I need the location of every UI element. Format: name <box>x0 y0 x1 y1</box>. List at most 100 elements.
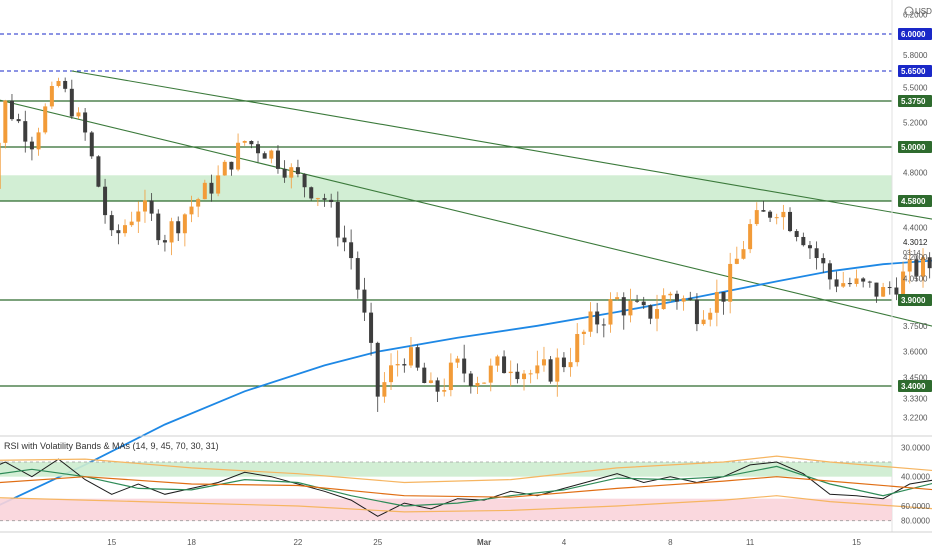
candle-body <box>528 373 533 375</box>
candle-body <box>408 347 413 366</box>
rsi-series-4 <box>0 495 932 513</box>
candle-body <box>615 297 620 300</box>
candle-body <box>76 112 81 117</box>
time-axis[interactable]: 15 18 22 25 Mar 4 8 11 15 <box>0 531 932 547</box>
candle-body <box>83 112 88 133</box>
candle-body <box>309 187 314 199</box>
candle-body <box>282 168 287 178</box>
candle-body <box>109 215 114 231</box>
level-tag-label: 6.0000 <box>901 30 926 39</box>
candle-body <box>788 211 793 232</box>
price-axis[interactable]: 3.2200 3.3300 3.4500 3.6000 3.7500 4.0500 4.20… <box>898 11 932 423</box>
candle-body <box>229 161 234 170</box>
candle-body <box>635 300 640 302</box>
time-tick-label: 15 <box>107 538 116 547</box>
candle-body <box>56 80 61 87</box>
candle-body <box>256 144 261 154</box>
candle-body <box>468 373 473 386</box>
candle-body <box>495 356 500 366</box>
candle-body <box>748 224 753 250</box>
candle-body <box>588 311 593 332</box>
candle-body <box>548 359 553 382</box>
price-tick-label: 5.8000 <box>903 51 928 60</box>
candle-body <box>515 371 520 380</box>
candle-body <box>794 231 799 237</box>
level-tag <box>898 195 932 207</box>
candle-body <box>96 156 101 187</box>
candle-body <box>648 305 653 319</box>
currency-icon <box>904 6 914 16</box>
candle-body <box>861 278 866 282</box>
rsi-axis: 80.0000 60.0000 40.0000 30.0000 <box>901 443 930 525</box>
candle-body <box>182 214 187 234</box>
candle-body <box>694 299 699 325</box>
candle-body <box>355 258 360 290</box>
candle-body <box>269 150 274 159</box>
candle-body <box>342 237 347 243</box>
candle-body <box>455 358 460 363</box>
candle-body <box>921 257 926 277</box>
candle-body <box>801 236 806 246</box>
candle-body <box>668 293 673 296</box>
candle-body <box>222 161 227 176</box>
candle-body <box>608 299 613 325</box>
candle-body <box>249 140 254 145</box>
candle-body <box>867 281 872 283</box>
candle-body <box>502 356 507 374</box>
candle-body <box>708 312 713 320</box>
candle-body <box>275 150 280 169</box>
price-tick-label: 3.3300 <box>903 394 928 403</box>
candle-body <box>3 100 8 143</box>
candle-body <box>575 334 580 363</box>
level-tag <box>898 65 932 77</box>
ma-line <box>0 259 932 506</box>
candle-body <box>821 258 826 264</box>
trendline <box>0 99 932 327</box>
candle-body <box>721 292 726 302</box>
price-tick-label: 3.7500 <box>903 322 928 331</box>
candle-body <box>395 364 400 366</box>
time-tick-label: 22 <box>293 538 302 547</box>
candle-body <box>482 382 487 384</box>
level-tag-label: 5.3750 <box>901 97 926 106</box>
candle-body <box>428 380 433 383</box>
candle-body <box>129 221 134 226</box>
time-tick-label: 15 <box>852 538 861 547</box>
level-tag <box>898 95 932 107</box>
rsi-series-3 <box>0 455 932 484</box>
candle-body <box>162 240 167 243</box>
price-tick-label: 6.2000 <box>903 11 928 20</box>
price-tick-label: 4.4000 <box>903 224 928 233</box>
candle-body <box>63 80 68 89</box>
candle-body <box>901 271 906 295</box>
candle-body <box>881 287 886 297</box>
level-tag <box>898 380 932 392</box>
candle-body <box>914 259 919 277</box>
price-tick-label: 3.6000 <box>903 348 928 357</box>
candle-body <box>681 298 686 302</box>
candle-body <box>236 142 241 170</box>
candle-body <box>874 282 879 297</box>
price-tick-label: 4.8000 <box>903 169 928 178</box>
candle-body <box>555 357 560 382</box>
candle-body <box>561 357 566 368</box>
candle-body <box>335 202 340 238</box>
candle-body <box>29 141 34 150</box>
rsi-indicator-title: RSI with Volatility Bands & MAs (14, 9, … <box>4 441 219 451</box>
candle-body <box>415 347 420 368</box>
rsi-series-1 <box>0 465 932 507</box>
candle-body <box>322 198 327 200</box>
candle-body <box>103 186 108 216</box>
candle-body <box>389 365 394 383</box>
rsi-series-2 <box>0 476 932 498</box>
candle-body <box>768 211 773 218</box>
candle-body <box>854 278 859 284</box>
candle-body <box>827 263 832 280</box>
rsi-tick-label: 60.0000 <box>901 502 930 511</box>
time-tick-label: Mar <box>477 538 491 547</box>
time-tick-label: 4 <box>562 538 567 547</box>
candle-body <box>655 309 660 319</box>
candle-body <box>701 319 706 325</box>
